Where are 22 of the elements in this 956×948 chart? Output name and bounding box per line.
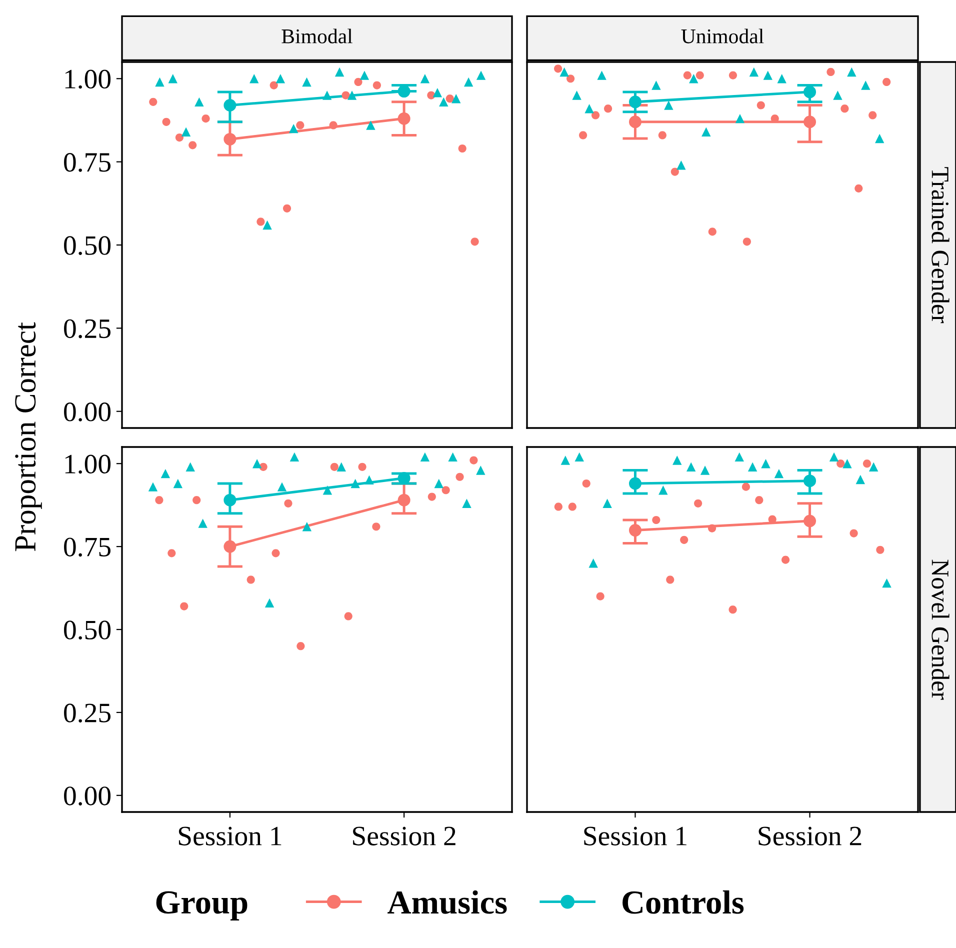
x-tick-label: Session 2 — [353, 826, 456, 846]
y-tick-label: 0.50 — [64, 620, 111, 640]
y-tick-label: 0.25 — [64, 319, 110, 338]
legend-title: Group — [156, 891, 248, 920]
y-tick-label: 0.75 — [64, 538, 110, 557]
y-tick-label: 0.00 — [64, 402, 111, 422]
y-tick-label: 0.75 — [64, 152, 110, 172]
chart-title: Bimodal — [282, 28, 352, 44]
y2-axis-title: Trained Gender — [932, 167, 950, 324]
x-tick-label: Session 1 — [584, 826, 686, 846]
x-tick-label: Session 2 — [758, 826, 862, 846]
legend-label: Amusics — [388, 890, 507, 914]
legend-label: Controls — [622, 890, 744, 914]
y-tick-label: 1.00 — [65, 70, 111, 89]
y-axis-title: Proportion Correct — [15, 322, 42, 552]
y-tick-label: 1.00 — [65, 454, 111, 474]
y-tick-label: 0.50 — [64, 236, 111, 256]
x-tick-label: Session 1 — [178, 826, 282, 846]
y-tick-label: 0.25 — [64, 704, 110, 722]
chart-title: Unimodal — [681, 28, 764, 44]
y2-axis-title: Novel Gender — [932, 560, 950, 700]
y-tick-label: 0.00 — [64, 786, 111, 806]
